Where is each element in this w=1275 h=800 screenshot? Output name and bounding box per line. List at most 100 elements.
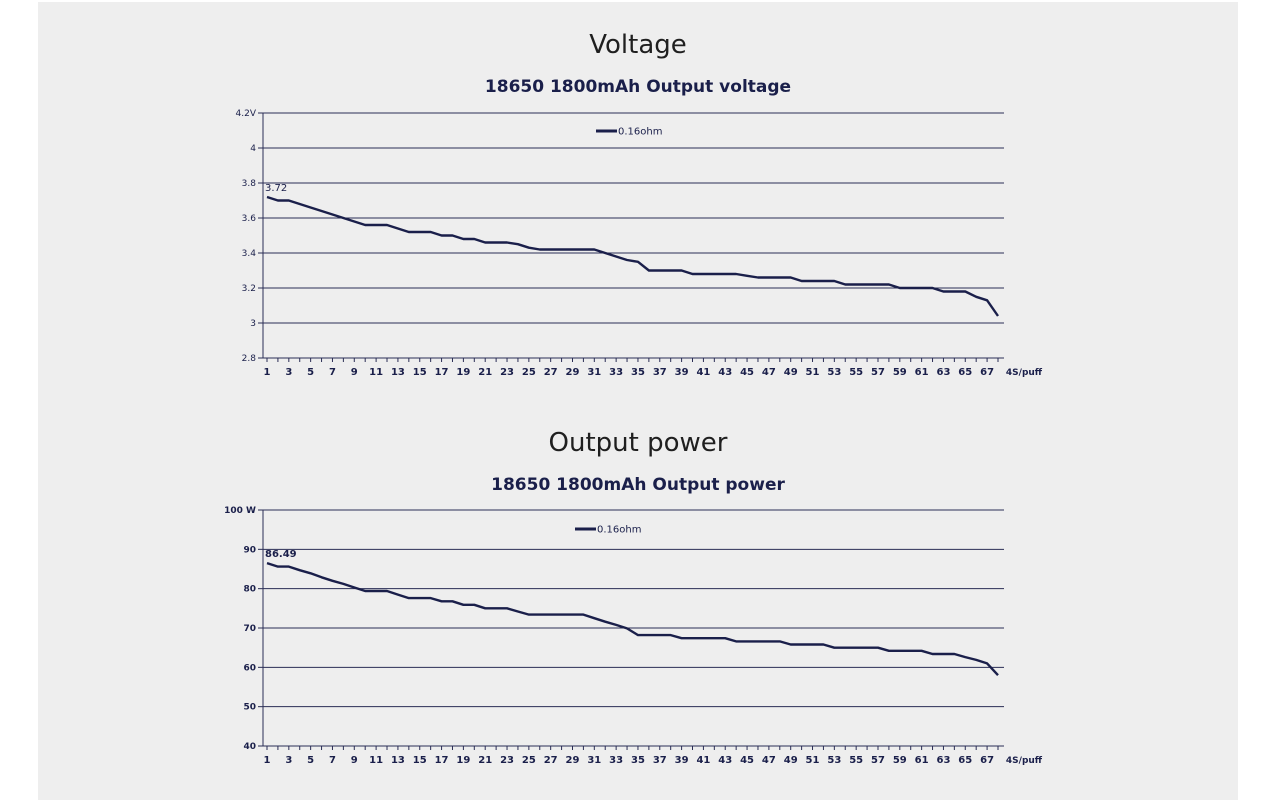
x-tick-label: 29 <box>566 755 580 766</box>
y-tick-label: 4.2V <box>236 109 257 119</box>
x-tick-label: 27 <box>544 755 558 766</box>
x-tick-label: 1 <box>264 367 271 378</box>
y-tick-label: 60 <box>243 663 256 673</box>
x-tick-label: 13 <box>391 755 405 766</box>
x-tick-label: 47 <box>762 367 776 378</box>
data-label: 86.49 <box>265 549 297 560</box>
x-tick-label: 15 <box>413 367 427 378</box>
x-tick-label: 3 <box>285 367 292 378</box>
x-tick-label: 53 <box>827 367 841 378</box>
x-tick-label: 19 <box>456 367 470 378</box>
x-tick-label: 59 <box>893 755 907 766</box>
x-tick-label: 43 <box>718 367 732 378</box>
power-chart-block: Output power 18650 1800mAh Output power … <box>38 400 1238 800</box>
x-tick-label: 23 <box>500 367 514 378</box>
x-tick-label: 51 <box>806 367 820 378</box>
y-tick-label: 50 <box>243 703 256 713</box>
x-tick-label: 3 <box>285 755 292 766</box>
x-tick-label: 45 <box>740 755 754 766</box>
x-tick-label: 9 <box>351 367 358 378</box>
x-tick-label: 65 <box>958 367 972 378</box>
x-tick-label: 41 <box>696 367 710 378</box>
x-tick-label: 29 <box>566 367 580 378</box>
y-tick-label: 2.8 <box>242 354 257 364</box>
x-tick-label: 63 <box>936 367 950 378</box>
y-tick-label: 40 <box>243 742 256 752</box>
x-tick-label: 39 <box>675 755 689 766</box>
x-tick-label: 55 <box>849 367 863 378</box>
x-tick-label: 67 <box>980 367 994 378</box>
y-tick-label: 90 <box>243 545 256 555</box>
data-label: 3.72 <box>265 183 287 194</box>
x-tick-label: 7 <box>329 755 336 766</box>
section-title: Voltage <box>589 30 687 60</box>
x-tick-label: 67 <box>980 755 994 766</box>
y-tick-label: 3.4 <box>242 249 257 259</box>
x-axis-label: 4S/puff <box>1006 756 1043 766</box>
x-tick-label: 7 <box>329 367 336 378</box>
series-line <box>266 195 999 317</box>
x-tick-label: 1 <box>264 755 271 766</box>
chart-title: 18650 1800mAh Output power <box>491 475 785 495</box>
x-tick-label: 15 <box>413 755 427 766</box>
x-tick-label: 35 <box>631 367 645 378</box>
x-tick-label: 33 <box>609 755 623 766</box>
x-tick-label: 5 <box>307 755 314 766</box>
x-tick-label: 35 <box>631 755 645 766</box>
x-tick-label: 23 <box>500 755 514 766</box>
y-tick-label: 3.6 <box>242 214 257 224</box>
x-tick-label: 21 <box>478 367 492 378</box>
x-tick-label: 37 <box>653 755 667 766</box>
x-tick-label: 51 <box>806 755 820 766</box>
x-tick-label: 27 <box>544 367 558 378</box>
legend-label: 0.16ohm <box>597 525 641 536</box>
x-tick-label: 43 <box>718 755 732 766</box>
x-axis-label: 4S/puff <box>1006 368 1043 378</box>
x-tick-label: 53 <box>827 755 841 766</box>
y-tick-label: 80 <box>243 585 256 595</box>
x-tick-label: 47 <box>762 755 776 766</box>
chart-title: 18650 1800mAh Output voltage <box>484 77 792 97</box>
y-tick-label: 4 <box>250 144 256 154</box>
x-tick-label: 61 <box>915 755 929 766</box>
x-tick-label: 61 <box>915 367 929 378</box>
figure-panel: Voltage 18650 1800mAh Output voltage 4.2… <box>38 2 1238 800</box>
y-tick-label: 3.8 <box>242 179 257 189</box>
x-tick-label: 49 <box>784 755 798 766</box>
y-tick-label: 70 <box>243 624 256 634</box>
x-tick-label: 57 <box>871 755 885 766</box>
x-tick-label: 19 <box>456 755 470 766</box>
x-tick-label: 57 <box>871 367 885 378</box>
x-tick-label: 31 <box>587 755 601 766</box>
x-tick-label: 45 <box>740 367 754 378</box>
x-tick-label: 37 <box>653 367 667 378</box>
x-tick-label: 17 <box>435 755 449 766</box>
x-tick-label: 17 <box>435 367 449 378</box>
series-line <box>266 561 999 677</box>
x-tick-label: 49 <box>784 367 798 378</box>
section-title: Output power <box>548 428 728 458</box>
x-tick-label: 65 <box>958 755 972 766</box>
y-tick-label: 3.2 <box>242 284 256 294</box>
x-tick-label: 25 <box>522 755 536 766</box>
x-tick-label: 55 <box>849 755 863 766</box>
x-tick-label: 11 <box>369 755 383 766</box>
y-tick-label: 100 W <box>224 506 256 516</box>
x-tick-label: 33 <box>609 367 623 378</box>
x-tick-label: 41 <box>696 755 710 766</box>
x-tick-label: 25 <box>522 367 536 378</box>
y-tick-label: 3 <box>250 319 256 329</box>
x-tick-label: 63 <box>936 755 950 766</box>
x-tick-label: 59 <box>893 367 907 378</box>
x-tick-label: 11 <box>369 367 383 378</box>
x-tick-label: 13 <box>391 367 405 378</box>
x-tick-label: 9 <box>351 755 358 766</box>
x-tick-label: 21 <box>478 755 492 766</box>
x-tick-label: 39 <box>675 367 689 378</box>
x-tick-label: 31 <box>587 367 601 378</box>
voltage-chart-block: Voltage 18650 1800mAh Output voltage 4.2… <box>38 2 1238 402</box>
x-tick-label: 5 <box>307 367 314 378</box>
legend-label: 0.16ohm <box>618 127 662 138</box>
